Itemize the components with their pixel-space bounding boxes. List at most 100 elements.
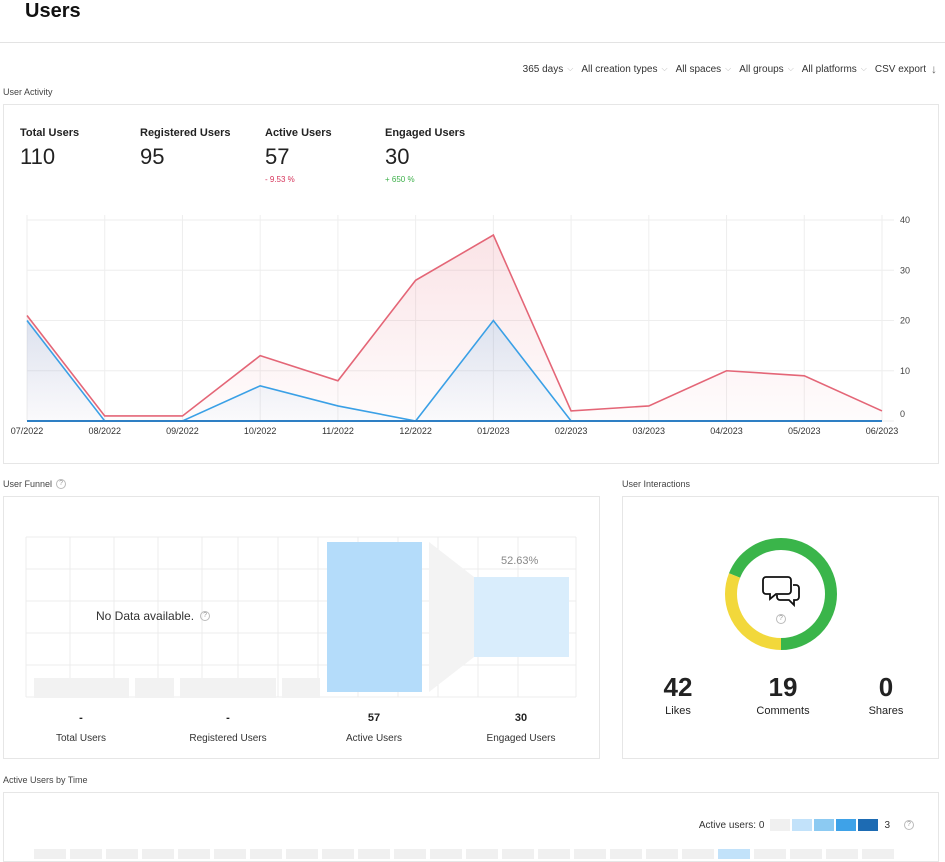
legend-min-label: Active users: 0 [698, 819, 765, 831]
heatmap-cell[interactable] [286, 849, 318, 859]
metric-change: - 9.53 % [265, 175, 295, 184]
funnel-bar-engaged[interactable] [474, 577, 569, 657]
x-tick-label: 07/2022 [11, 426, 44, 436]
x-tick-label: 03/2023 [633, 426, 666, 436]
funnel-stat-total: - Total Users [21, 712, 141, 744]
interaction-stat-label: Comments [756, 705, 810, 717]
funnel-stat-label: Total Users [55, 733, 106, 744]
interaction-stat-shares: 0 Shares [836, 672, 936, 717]
heatmap-cell[interactable] [646, 849, 678, 859]
series-area [27, 235, 882, 421]
y-tick-label: 30 [900, 265, 910, 275]
csv-export-label: CSV export [874, 63, 926, 75]
heatmap-cell[interactable] [214, 849, 246, 859]
heatmap-cell[interactable] [250, 849, 282, 859]
heatmap-legend: Active users: 0 3 ? [699, 819, 914, 831]
funnel-conversion-rate: 52.63% [501, 555, 539, 567]
legend-swatch [858, 819, 879, 831]
metric-value: 95 [140, 144, 165, 169]
funnel-stat-engaged: 30 Engaged Users [461, 712, 581, 744]
filter-creation-types-label: All creation types [581, 63, 658, 75]
legend-max-label: 3 [884, 819, 890, 831]
funnel-placeholder-bar [34, 678, 129, 698]
funnel-chart [25, 536, 577, 698]
funnel-stat-label: Active Users [345, 733, 403, 744]
series-line[interactable] [26, 233, 883, 417]
chevron-down-icon: ⌵ [787, 64, 794, 73]
donut-segment[interactable] [725, 538, 837, 650]
filter-groups-label: All groups [739, 63, 784, 75]
heatmap-cell[interactable] [70, 849, 102, 859]
csv-export-button[interactable]: CSV export ↓ [875, 62, 937, 76]
heatmap-cell[interactable] [718, 849, 750, 859]
x-tick-label: 04/2023 [710, 426, 743, 436]
user-activity-label: User Activity [3, 87, 53, 97]
metric-active-users[interactable]: Active Users 57 - 9.53 % [265, 127, 332, 184]
funnel-stat-value: - [79, 712, 83, 724]
comments-icon [762, 576, 800, 608]
funnel-stat-value: 30 [514, 712, 528, 724]
heatmap-cell[interactable] [322, 849, 354, 859]
metric-engaged-users[interactable]: Engaged Users 30 + 650 % [385, 127, 465, 184]
active-by-time-panel: Active users: 0 3 ? [3, 792, 939, 862]
funnel-bar-active[interactable] [327, 542, 422, 692]
filter-spaces-label: All spaces [675, 63, 722, 75]
heatmap-cell[interactable] [502, 849, 534, 859]
y-tick-label: 0 [900, 409, 905, 419]
heatmap-cell[interactable] [538, 849, 570, 859]
metric-value: 110 [20, 144, 56, 169]
filter-platforms[interactable]: All platforms ⌵ [802, 62, 867, 76]
filter-spaces[interactable]: All spaces ⌵ [676, 62, 732, 76]
filter-period-label: 365 days [522, 63, 564, 75]
heatmap-cell[interactable] [430, 849, 462, 859]
activity-chart: 0 10 20 30 40 07/2022 08/2022 09/2022 10/2022 11/… [11, 215, 910, 436]
heatmap-row [34, 849, 894, 859]
x-tick-label: 09/2022 [166, 426, 199, 436]
heatmap-cell[interactable] [466, 849, 498, 859]
help-icon[interactable]: ? [56, 479, 67, 489]
funnel-stat-label: Registered Users [189, 733, 267, 744]
heatmap-cell[interactable] [754, 849, 786, 859]
funnel-stat-value: 57 [367, 712, 381, 724]
heatmap-cell[interactable] [682, 849, 714, 859]
heatmap-cell[interactable] [790, 849, 822, 859]
interaction-stat-likes: 42 Likes [628, 672, 728, 717]
x-tick-label: 12/2022 [399, 426, 432, 436]
filter-period[interactable]: 365 days ⌵ [523, 62, 574, 76]
chevron-down-icon: ⌵ [661, 64, 668, 73]
funnel-no-data: No Data available.? [96, 609, 211, 623]
funnel-stat-value: - [226, 712, 230, 724]
help-icon[interactable]: ? [776, 614, 786, 624]
heatmap-cell[interactable] [358, 849, 390, 859]
x-tick-label: 06/2023 [866, 426, 899, 436]
heatmap-cell[interactable] [142, 849, 174, 859]
filter-platforms-label: All platforms [801, 63, 857, 75]
metric-total-users[interactable]: Total Users 110 [20, 127, 79, 170]
metric-registered-users[interactable]: Registered Users 95 [140, 127, 231, 170]
x-tick-label: 01/2023 [477, 426, 510, 436]
heatmap-cell[interactable] [826, 849, 858, 859]
heatmap-cell[interactable] [178, 849, 210, 859]
heatmap-cell[interactable] [106, 849, 138, 859]
x-tick-label: 08/2022 [88, 426, 121, 436]
legend-swatch [814, 819, 835, 831]
header-divider [0, 42, 945, 43]
heatmap-cell[interactable] [394, 849, 426, 859]
interaction-stat-comments: 19 Comments [733, 672, 833, 717]
user-funnel-label-text: User Funnel [3, 479, 53, 489]
user-activity-panel: Total Users 110 Registered Users 95 Acti… [3, 104, 939, 464]
filter-creation-types[interactable]: All creation types ⌵ [581, 62, 667, 76]
interaction-stat-label: Likes [665, 705, 691, 717]
heatmap-cell[interactable] [574, 849, 606, 859]
heatmap-cell[interactable] [862, 849, 894, 859]
help-icon[interactable]: ? [904, 820, 914, 830]
filter-groups[interactable]: All groups ⌵ [739, 62, 794, 76]
interaction-stat-value: 0 [878, 672, 894, 702]
help-icon[interactable]: ? [200, 611, 211, 621]
funnel-placeholder-bar [135, 678, 174, 698]
active-by-time-label: Active Users by Time [3, 775, 88, 785]
chevron-down-icon: ⌵ [725, 64, 732, 73]
heatmap-cell[interactable] [610, 849, 642, 859]
heatmap-cell[interactable] [34, 849, 66, 859]
user-interactions-label: User Interactions [622, 479, 691, 489]
